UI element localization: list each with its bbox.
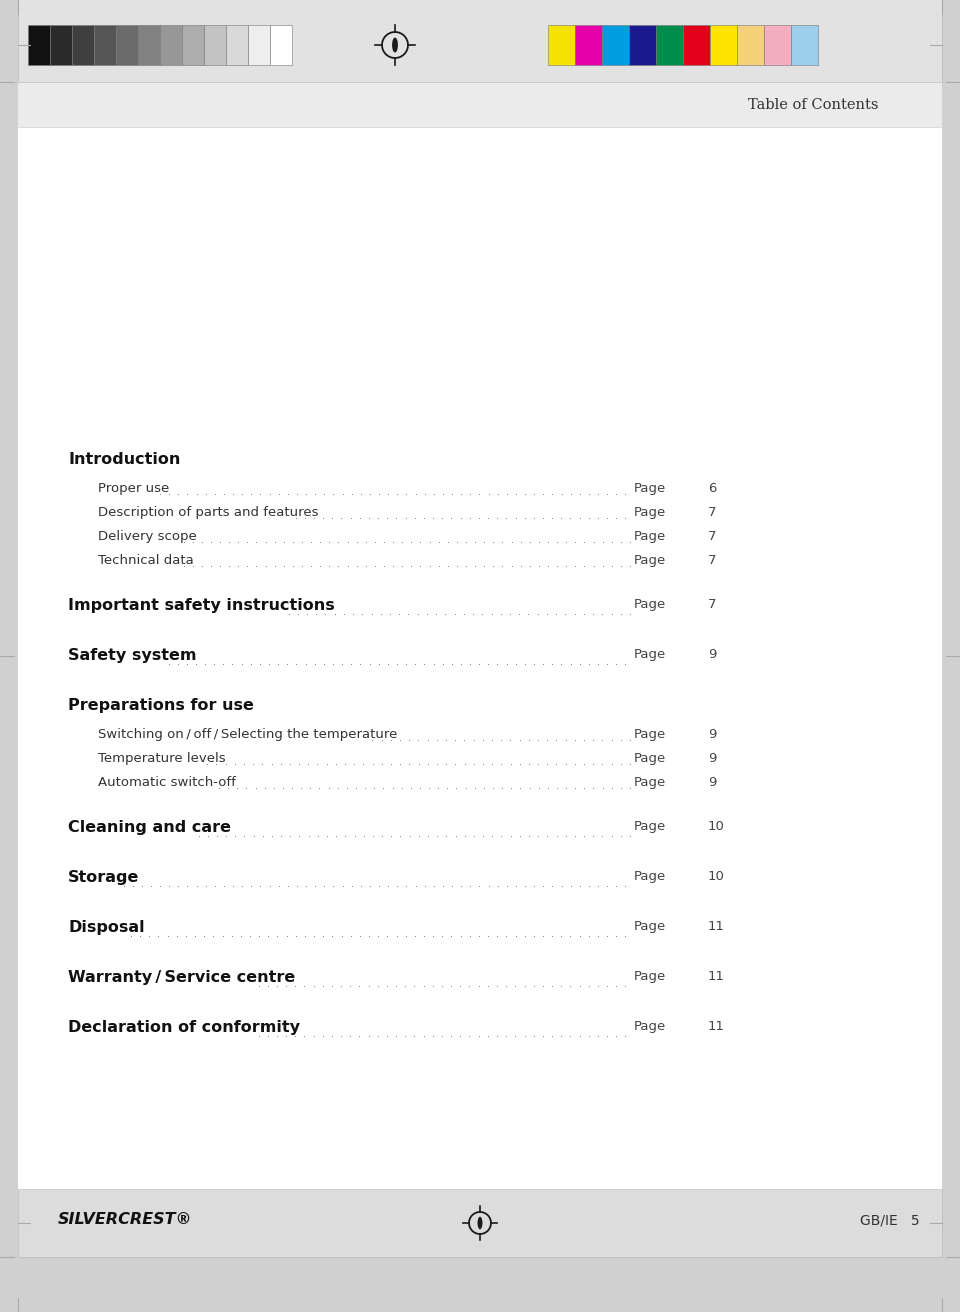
Bar <box>575 25 602 66</box>
Ellipse shape <box>392 38 398 52</box>
Text: Introduction: Introduction <box>68 453 180 467</box>
Text: Disposal: Disposal <box>68 920 145 935</box>
Bar <box>602 25 629 66</box>
Text: Proper use: Proper use <box>98 482 169 495</box>
Bar <box>204 25 226 66</box>
Text: 9: 9 <box>708 728 716 741</box>
Bar <box>629 25 656 66</box>
Text: 7: 7 <box>708 598 716 611</box>
Text: 7: 7 <box>708 554 716 567</box>
Text: 9: 9 <box>708 752 716 765</box>
Bar <box>182 25 204 66</box>
Bar <box>50 25 72 66</box>
Bar <box>94 25 116 66</box>
Text: Delivery scope: Delivery scope <box>98 530 197 543</box>
Text: 9: 9 <box>708 775 716 789</box>
Text: Page: Page <box>634 870 666 883</box>
Bar <box>548 25 575 66</box>
Text: Page: Page <box>634 728 666 741</box>
Text: Page: Page <box>634 920 666 933</box>
Text: 10: 10 <box>708 870 725 883</box>
Bar <box>18 1189 942 1257</box>
Bar <box>226 25 248 66</box>
Text: 11: 11 <box>708 920 725 933</box>
Bar <box>18 81 942 127</box>
Text: Page: Page <box>634 1019 666 1033</box>
Bar <box>28 25 50 66</box>
Bar <box>248 25 270 66</box>
Bar <box>683 25 710 66</box>
Text: Page: Page <box>634 530 666 543</box>
Text: Technical data: Technical data <box>98 554 194 567</box>
Text: Page: Page <box>634 482 666 495</box>
Text: 6: 6 <box>708 482 716 495</box>
Ellipse shape <box>477 1216 483 1229</box>
Text: Table of Contents: Table of Contents <box>748 98 878 112</box>
Bar <box>18 81 942 1189</box>
Text: Cleaning and care: Cleaning and care <box>68 820 231 834</box>
Bar <box>710 25 737 66</box>
Text: Warranty / Service centre: Warranty / Service centre <box>68 970 296 985</box>
Bar <box>656 25 683 66</box>
Text: Page: Page <box>634 598 666 611</box>
Text: Page: Page <box>634 820 666 833</box>
Text: Page: Page <box>634 775 666 789</box>
Text: Automatic switch-off: Automatic switch-off <box>98 775 236 789</box>
Text: Switching on / off / Selecting the temperature: Switching on / off / Selecting the tempe… <box>98 728 397 741</box>
Text: 11: 11 <box>708 970 725 983</box>
Text: Preparations for use: Preparations for use <box>68 698 253 712</box>
Bar <box>138 25 160 66</box>
Text: Description of parts and features: Description of parts and features <box>98 506 319 520</box>
Text: Page: Page <box>634 506 666 520</box>
Text: 7: 7 <box>708 506 716 520</box>
Bar <box>764 25 791 66</box>
Bar <box>72 25 94 66</box>
Bar <box>160 25 182 66</box>
Bar <box>18 0 942 81</box>
Text: 10: 10 <box>708 820 725 833</box>
Text: GB/IE   5: GB/IE 5 <box>860 1214 920 1227</box>
Bar <box>270 25 292 66</box>
Text: Storage: Storage <box>68 870 139 886</box>
Text: Page: Page <box>634 970 666 983</box>
Text: Declaration of conformity: Declaration of conformity <box>68 1019 300 1035</box>
Text: SILVERCREST®: SILVERCREST® <box>58 1212 193 1228</box>
Text: 7: 7 <box>708 530 716 543</box>
Text: Page: Page <box>634 648 666 661</box>
Bar <box>116 25 138 66</box>
Text: 11: 11 <box>708 1019 725 1033</box>
Text: Page: Page <box>634 752 666 765</box>
Text: Page: Page <box>634 554 666 567</box>
Text: Temperature levels: Temperature levels <box>98 752 226 765</box>
Text: 9: 9 <box>708 648 716 661</box>
Bar <box>737 25 764 66</box>
Bar <box>791 25 818 66</box>
Text: Safety system: Safety system <box>68 648 197 663</box>
Text: Important safety instructions: Important safety instructions <box>68 598 335 613</box>
